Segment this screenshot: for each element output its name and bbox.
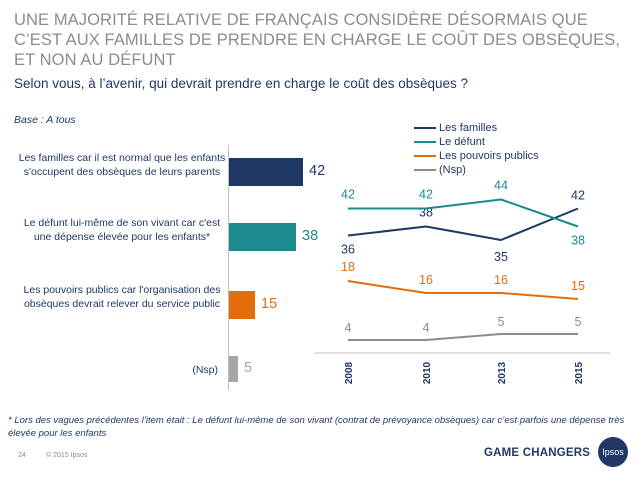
ipsos-logo: Ipsos (598, 437, 628, 467)
bar-category-label: Les pouvoirs publics car l'organisation … (23, 284, 221, 310)
data-label: 42 (571, 189, 585, 203)
legend-item: Le défunt (414, 136, 485, 148)
bar (229, 356, 238, 382)
bar-value-label: 15 (261, 296, 278, 312)
x-tick-label: 2013 (497, 361, 508, 384)
x-tick-label: 2015 (574, 361, 585, 384)
series-line (347, 280, 579, 300)
legend-label: Les pouvoirs publics (439, 150, 539, 162)
x-tick-label: 2010 (422, 361, 433, 384)
legend-item: Les familles (414, 122, 497, 134)
legend-swatch (414, 155, 436, 157)
legend-label: Les familles (439, 122, 498, 134)
question-subtitle: Selon vous, à l’avenir, qui devrait pren… (14, 76, 469, 91)
data-label: 36 (341, 243, 355, 257)
legend-label: Le défunt (439, 136, 485, 148)
x-tick-label: 2008 (344, 361, 355, 384)
data-label: 42 (419, 188, 433, 202)
footnote: * Lors des vagues précédentes l’item éta… (8, 415, 625, 439)
bar-value-label: 42 (309, 163, 326, 179)
data-label: 4 (345, 321, 352, 335)
series-line (348, 333, 578, 341)
legend-swatch (414, 169, 436, 171)
page-title: UNE MAJORITÉ RELATIVE DE FRANÇAIS CONSID… (14, 11, 621, 69)
legend-swatch (414, 141, 436, 143)
data-label: 16 (494, 273, 508, 287)
bar (229, 223, 296, 251)
data-label: 15 (571, 279, 585, 293)
bar-category-label: Le défunt lui-même de son vivant car c'e… (23, 217, 221, 243)
bar-value-label: 38 (302, 228, 319, 244)
brand-tagline: GAME CHANGERS (484, 447, 591, 459)
data-label: 5 (575, 315, 582, 329)
data-label: 44 (494, 179, 508, 193)
bar-value-label: 5 (244, 360, 253, 376)
data-label: 18 (341, 260, 355, 274)
legend-item: (Nsp) (414, 164, 466, 176)
series-line (348, 198, 579, 228)
data-label: 16 (419, 273, 433, 287)
data-label: 35 (494, 250, 508, 264)
copyright: © 2015 Ipsos (46, 452, 88, 459)
legend-item: Les pouvoirs publics (414, 150, 539, 162)
logo-text: Ipsos (602, 447, 624, 457)
data-label: 42 (341, 188, 355, 202)
bar-axis-line (228, 145, 229, 390)
bar (229, 291, 255, 319)
series-line (347, 207, 579, 241)
data-label: 38 (571, 234, 585, 248)
data-label: 4 (423, 321, 430, 335)
bar-category-label: (Nsp) (192, 364, 218, 376)
bar-category-label: Les familles car il est normal que les e… (18, 152, 226, 178)
legend-swatch (414, 127, 436, 129)
page-number: 24 (18, 452, 26, 459)
legend-label: (Nsp) (439, 164, 466, 176)
bar (229, 158, 303, 186)
data-label: 5 (498, 315, 505, 329)
base-note: Base : A tous (14, 114, 76, 126)
